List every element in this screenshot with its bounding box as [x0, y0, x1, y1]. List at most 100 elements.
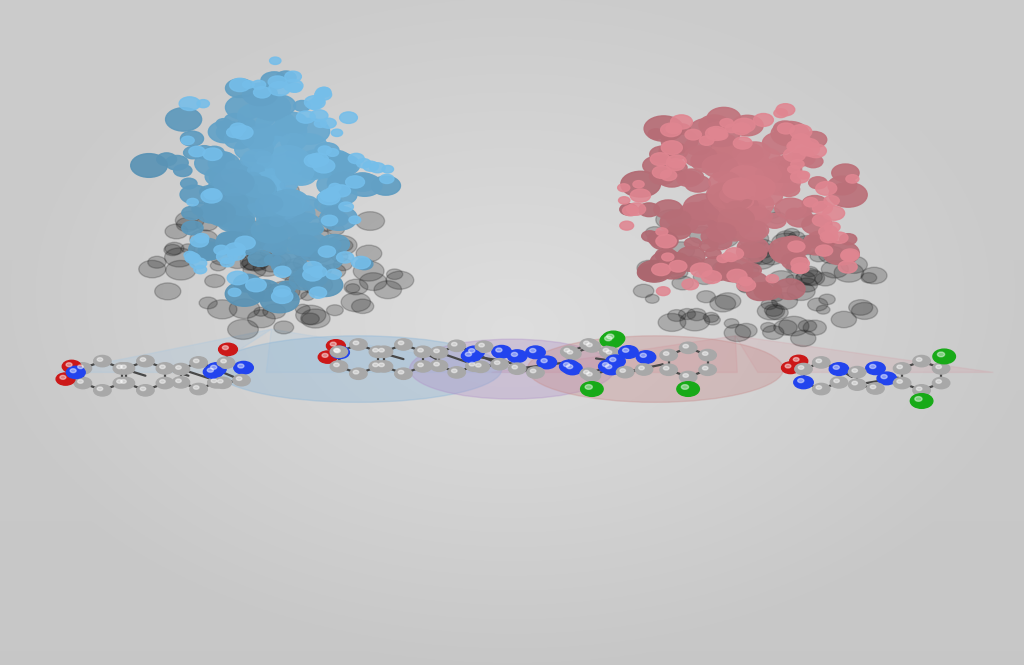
Circle shape [190, 383, 207, 394]
Circle shape [933, 363, 950, 374]
Circle shape [430, 360, 447, 371]
Circle shape [795, 364, 812, 375]
Circle shape [204, 189, 220, 200]
Circle shape [725, 248, 743, 260]
Circle shape [327, 148, 339, 156]
Circle shape [841, 249, 859, 261]
Circle shape [737, 211, 766, 230]
Circle shape [203, 206, 222, 219]
Circle shape [638, 261, 671, 282]
Circle shape [669, 267, 688, 279]
Circle shape [913, 385, 931, 396]
Circle shape [147, 256, 166, 268]
Circle shape [205, 166, 237, 187]
Circle shape [334, 348, 339, 352]
Circle shape [829, 363, 849, 375]
Circle shape [155, 283, 181, 300]
Circle shape [639, 203, 659, 217]
Circle shape [732, 176, 763, 196]
Circle shape [286, 259, 304, 271]
Circle shape [709, 172, 740, 192]
Circle shape [371, 176, 400, 196]
Circle shape [244, 172, 262, 184]
Circle shape [725, 254, 737, 261]
Circle shape [374, 281, 401, 299]
Circle shape [221, 359, 226, 363]
Circle shape [936, 365, 941, 368]
Circle shape [276, 262, 305, 280]
Circle shape [185, 253, 201, 263]
Circle shape [730, 170, 758, 188]
Circle shape [271, 289, 293, 303]
Circle shape [121, 365, 126, 368]
Circle shape [746, 251, 775, 269]
Circle shape [279, 201, 315, 225]
Circle shape [286, 231, 310, 248]
Circle shape [746, 283, 774, 301]
Circle shape [769, 271, 794, 287]
Circle shape [791, 160, 804, 168]
Circle shape [748, 206, 767, 219]
Circle shape [794, 358, 799, 361]
Circle shape [794, 376, 813, 388]
Circle shape [761, 323, 776, 332]
Circle shape [351, 299, 374, 313]
Circle shape [727, 142, 757, 162]
Circle shape [230, 237, 258, 255]
Circle shape [916, 387, 922, 390]
Circle shape [327, 340, 345, 352]
Circle shape [708, 107, 740, 129]
Circle shape [723, 148, 754, 169]
Circle shape [667, 242, 694, 259]
Circle shape [355, 211, 385, 230]
Circle shape [511, 352, 517, 356]
Circle shape [252, 158, 292, 184]
Circle shape [559, 360, 579, 372]
Circle shape [273, 158, 301, 176]
Circle shape [744, 199, 760, 208]
Circle shape [490, 358, 508, 370]
Circle shape [774, 320, 797, 335]
Circle shape [599, 360, 618, 372]
Circle shape [755, 188, 782, 205]
Circle shape [739, 263, 761, 277]
Circle shape [657, 168, 686, 187]
Circle shape [198, 204, 226, 223]
Circle shape [618, 346, 638, 358]
Circle shape [699, 350, 717, 360]
Circle shape [685, 138, 712, 155]
Circle shape [304, 154, 325, 168]
Circle shape [819, 225, 838, 238]
Circle shape [600, 333, 623, 348]
Circle shape [739, 284, 753, 293]
Circle shape [228, 288, 241, 297]
Circle shape [718, 207, 755, 231]
Circle shape [716, 261, 735, 273]
Circle shape [620, 221, 634, 230]
Circle shape [618, 197, 630, 204]
Circle shape [718, 191, 739, 205]
Circle shape [238, 182, 257, 195]
Circle shape [722, 253, 734, 260]
Circle shape [705, 204, 730, 220]
Circle shape [722, 195, 752, 213]
Circle shape [685, 176, 711, 192]
Circle shape [310, 266, 327, 277]
Circle shape [812, 214, 830, 226]
Circle shape [720, 194, 736, 204]
Circle shape [137, 355, 155, 367]
Circle shape [671, 115, 692, 129]
Circle shape [304, 96, 326, 109]
Circle shape [798, 378, 804, 382]
Circle shape [916, 358, 922, 361]
Circle shape [281, 134, 306, 150]
Circle shape [786, 209, 813, 227]
Circle shape [666, 124, 682, 134]
Circle shape [182, 221, 203, 235]
Circle shape [184, 251, 196, 259]
Circle shape [711, 140, 744, 163]
Circle shape [195, 146, 214, 159]
Circle shape [329, 184, 341, 191]
Circle shape [238, 104, 275, 128]
Circle shape [327, 154, 359, 176]
